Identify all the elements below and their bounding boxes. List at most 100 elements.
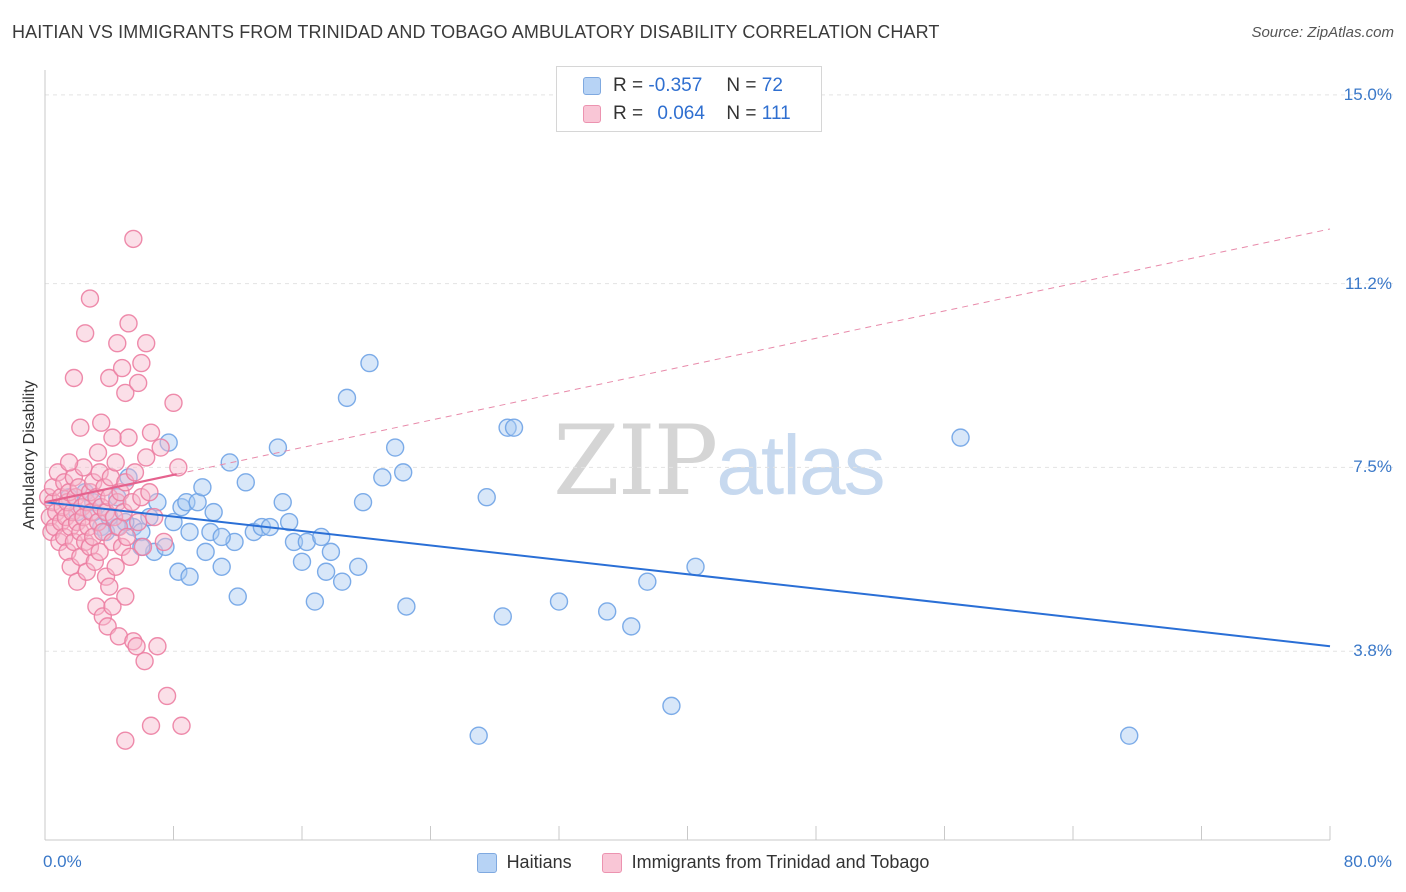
haitian-point <box>305 592 325 611</box>
haitian-point <box>662 696 681 716</box>
trinidad-point <box>117 527 137 547</box>
trinidad-point <box>109 627 129 646</box>
haitian-point <box>297 532 317 552</box>
trinidad-point <box>141 716 161 735</box>
haitian-point <box>312 527 331 547</box>
trinidad-point <box>132 353 151 373</box>
haitian-point <box>193 478 212 497</box>
haitian-point <box>1120 726 1139 745</box>
y-axis-label: Ambulatory Disability <box>21 380 38 530</box>
haitian-point <box>360 353 379 373</box>
trinidad-legend-swatch <box>601 852 622 873</box>
haitians-n-value: 72 <box>761 75 783 96</box>
trinidad-point <box>140 483 159 502</box>
haitian-point <box>477 488 496 507</box>
haitian-point <box>332 572 352 591</box>
haitians-r-value: -0.357 <box>648 75 703 96</box>
trinidad-point <box>106 557 125 576</box>
haitian-point <box>236 473 255 492</box>
trinidad-legend-label: Immigrants from Trinidad and Tobago <box>631 852 930 872</box>
haitian-point <box>549 592 569 611</box>
haitian-point <box>273 492 292 512</box>
trinidad-point <box>71 418 90 437</box>
trinidad-point <box>127 637 146 656</box>
trinidad-trend-line-solid <box>44 473 177 504</box>
legend-row-trinidad: R = 0.064 N = 111 <box>583 102 791 126</box>
trinidad-point <box>75 324 95 343</box>
haitian-point <box>504 418 524 437</box>
y-tick-label: 11.2% <box>1345 273 1392 293</box>
legend-item-haitians[interactable]: Haitians <box>476 852 572 873</box>
y-tick-label: 3.8% <box>1353 641 1392 661</box>
trinidad-point <box>112 358 132 378</box>
trinidad-point <box>141 423 161 442</box>
haitians-trend-line <box>44 501 1331 648</box>
trinidad-point <box>136 334 156 353</box>
trinidad-swatch <box>583 105 601 123</box>
trinidad-point <box>85 552 104 572</box>
haitian-point <box>349 557 368 576</box>
trinidad-point <box>55 473 74 492</box>
trinidad-point <box>145 507 164 527</box>
haitian-point <box>469 726 488 745</box>
trinidad-point <box>128 512 148 532</box>
n-label: N = <box>726 103 757 124</box>
legend-item-trinidad[interactable]: Immigrants from Trinidad and Tobago <box>601 852 930 873</box>
trinidad-trend-line-dashed <box>176 228 1331 475</box>
haitian-point <box>196 542 215 562</box>
trinidad-r-value: 0.064 <box>657 103 705 124</box>
trinidad-point <box>87 597 106 616</box>
correlation-legend: R = -0.357 N = 72 R = 0.064 N = 111 <box>556 66 822 132</box>
haitian-point <box>316 562 336 581</box>
haitians-swatch <box>583 77 601 95</box>
r-label: R = <box>613 103 644 124</box>
trinidad-point <box>64 368 84 388</box>
haitian-point <box>169 562 188 581</box>
trinidad-point <box>157 686 177 706</box>
watermark-zip: ZIP <box>553 405 718 517</box>
trinidad-point <box>88 443 108 462</box>
trinidad-point <box>122 492 141 512</box>
trinidad-point <box>151 438 170 457</box>
haitian-point <box>597 602 617 621</box>
haitian-point <box>321 542 341 562</box>
haitian-point <box>292 552 312 572</box>
trinidad-point <box>136 448 156 467</box>
trinidad-point <box>100 577 119 596</box>
haitian-point <box>353 492 373 512</box>
haitian-point <box>337 388 357 408</box>
watermark: ZIPatlas <box>553 405 886 517</box>
haitian-point <box>385 438 405 457</box>
chart-title: HAITIAN VS IMMIGRANTS FROM TRINIDAD AND … <box>12 22 940 42</box>
legend-row-haitians: R = -0.357 N = 72 <box>583 74 783 98</box>
trinidad-point <box>133 537 153 557</box>
trinidad-point <box>154 532 174 552</box>
haitian-point <box>951 428 970 447</box>
haitian-point <box>180 522 199 542</box>
trinidad-point <box>116 383 135 403</box>
trinidad-point <box>90 542 109 562</box>
trinidad-point <box>63 502 82 522</box>
haitian-point <box>622 617 641 636</box>
trinidad-point <box>104 507 124 527</box>
haitian-point <box>498 418 517 437</box>
haitian-point <box>397 597 416 616</box>
trinidad-point <box>108 334 127 353</box>
trinidad-point <box>119 314 138 333</box>
haitian-point <box>228 587 247 606</box>
x-tick-label-max: 80.0% <box>1343 852 1392 871</box>
haitian-point <box>686 557 705 576</box>
trinidad-point <box>120 547 140 567</box>
trinidad-point <box>92 413 111 432</box>
trinidad-n-value: 111 <box>761 103 791 124</box>
haitian-point <box>268 438 288 457</box>
y-tick-label: 15.0% <box>1343 84 1392 104</box>
trinidad-point <box>116 731 135 750</box>
haitian-point <box>493 607 512 626</box>
haitian-point <box>180 567 199 586</box>
haitian-point <box>212 527 231 547</box>
n-label: N = <box>726 75 757 96</box>
trinidad-point <box>119 428 138 447</box>
trinidad-point <box>125 463 145 482</box>
r-label: R = <box>613 75 644 96</box>
